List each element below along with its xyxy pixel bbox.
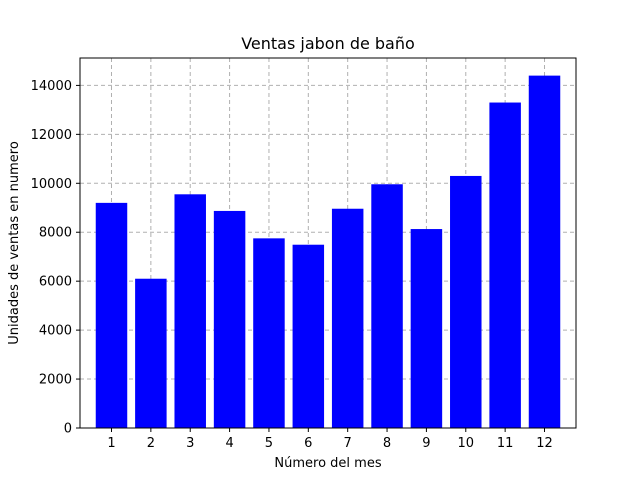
bar-month-9 [410,229,443,428]
y-tick-label: 8000 [39,226,72,241]
x-tick-label: 9 [422,436,430,451]
y-tick-label: 12000 [31,128,72,143]
y-tick-label: 2000 [39,373,72,388]
x-tick-label: 8 [383,436,391,451]
x-tick-label: 4 [225,436,233,451]
chart-title: Ventas jabon de baño [241,34,415,53]
x-tick-label: 5 [265,436,273,451]
x-tick-label: 11 [497,436,514,451]
x-tick-label: 2 [147,436,155,451]
x-tick-label: 6 [304,436,312,451]
x-tick-label: 7 [344,436,352,451]
x-tick-label: 1 [107,436,115,451]
bar-month-5 [253,238,285,428]
bar-month-3 [174,194,206,428]
x-tick-label: 3 [186,436,194,451]
bar-month-11 [489,102,521,428]
bar-month-7 [331,208,364,428]
bar-month-10 [450,175,482,428]
y-tick-label: 0 [64,422,72,437]
y-axis-label: Unidades de ventas en numero [7,141,22,345]
x-tick-label: 12 [536,436,553,451]
bars [95,75,561,428]
y-tick-label: 4000 [39,324,72,339]
x-tick-label: 10 [458,436,475,451]
bar-month-12 [528,75,561,428]
x-axis-label: Número del mes [274,456,381,471]
y-tick-label: 10000 [31,177,72,192]
plot-area-frame [79,57,577,429]
bar-month-1 [95,202,128,428]
bar-month-4 [213,210,246,428]
y-tick-label: 6000 [39,275,72,290]
y-tick-label: 14000 [31,79,72,94]
bar-month-8 [371,184,403,428]
bar-month-2 [135,278,167,428]
bar-month-6 [292,244,325,428]
